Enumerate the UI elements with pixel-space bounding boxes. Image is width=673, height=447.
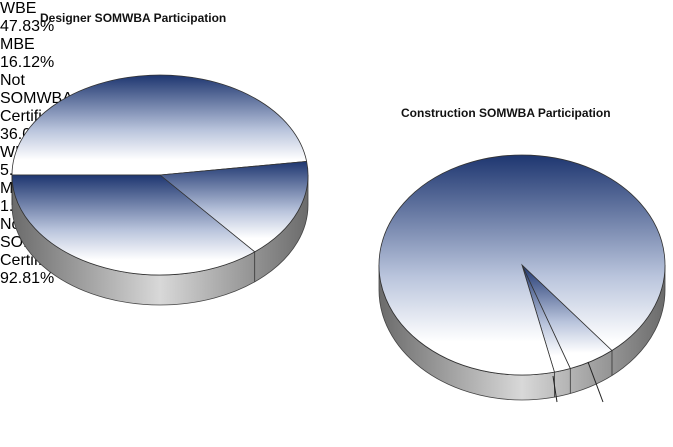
pie-slice bbox=[158, 160, 309, 253]
data-label: WBE 47.83% bbox=[0, 0, 673, 36]
pie-slice bbox=[378, 154, 666, 376]
slice-value: 92.81% bbox=[0, 270, 55, 287]
chart-title: Designer SOMWBA Participation bbox=[40, 11, 227, 25]
slice-name: MBE bbox=[0, 36, 35, 53]
chart-title: Construction SOMWBA Participation bbox=[401, 106, 611, 120]
pie-slice bbox=[11, 74, 308, 176]
slice-value: 47.83% bbox=[0, 18, 55, 35]
slice-name: WBE bbox=[0, 0, 37, 17]
slice-value: 16.12% bbox=[0, 54, 55, 71]
leader-line bbox=[552, 375, 558, 403]
leader-line bbox=[587, 361, 604, 403]
data-label: MBE 16.12% bbox=[0, 36, 673, 72]
pie-slice bbox=[11, 174, 256, 276]
